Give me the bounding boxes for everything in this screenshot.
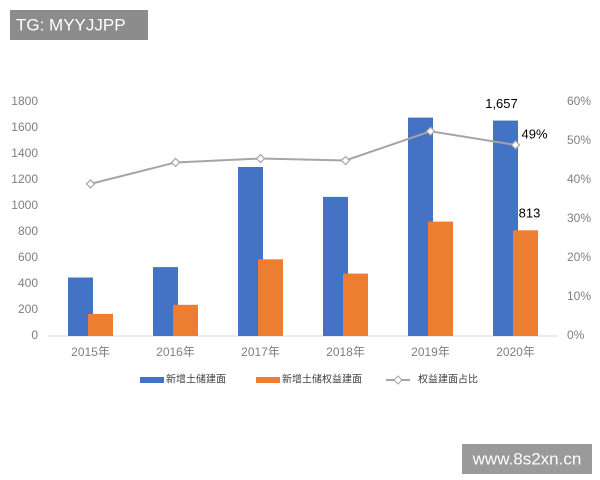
y-tick-label: 1400 bbox=[11, 146, 38, 160]
data-label: 1,657 bbox=[485, 96, 518, 111]
y2-tick-label: 60% bbox=[567, 94, 591, 108]
line bbox=[90, 130, 516, 185]
data-label: 49% bbox=[522, 126, 548, 141]
x-tick-label: 2018年 bbox=[326, 345, 365, 359]
x-tick-label: 2015年 bbox=[71, 345, 110, 359]
legend-label: 新增土储建面 bbox=[166, 373, 226, 386]
marker bbox=[425, 126, 436, 137]
y2-tick-label: 40% bbox=[567, 172, 591, 186]
y-tick-label: 1800 bbox=[11, 94, 38, 108]
legend-marker bbox=[393, 375, 403, 385]
marker bbox=[85, 179, 96, 189]
y-tick-label: 0 bbox=[31, 328, 38, 342]
bar bbox=[173, 304, 198, 336]
x-tick-label: 2020年 bbox=[496, 345, 535, 359]
y2-tick-label: 10% bbox=[567, 289, 591, 303]
bar bbox=[88, 313, 113, 336]
bar bbox=[513, 230, 538, 336]
y2-tick-label: 20% bbox=[567, 250, 591, 264]
marker bbox=[510, 140, 521, 150]
y-tick-label: 200 bbox=[18, 302, 38, 316]
y-tick-label: 600 bbox=[18, 250, 38, 264]
legend-swatch bbox=[256, 377, 280, 383]
y-tick-label: 1000 bbox=[11, 198, 38, 212]
x-tick-label: 2019年 bbox=[411, 345, 450, 359]
data-label: 813 bbox=[519, 206, 541, 221]
watermark-box bbox=[462, 444, 592, 474]
marker bbox=[170, 157, 181, 168]
y-tick-label: 400 bbox=[18, 276, 38, 290]
bar bbox=[428, 221, 453, 336]
bar bbox=[343, 273, 368, 336]
y-tick-label: 1200 bbox=[11, 172, 38, 186]
legend-label: 权益建面占比 bbox=[418, 373, 478, 386]
x-tick-label: 2016年 bbox=[156, 345, 195, 359]
x-tick-label: 2017年 bbox=[241, 345, 280, 359]
marker bbox=[255, 153, 266, 164]
watermark-box bbox=[10, 10, 148, 40]
marker bbox=[340, 155, 351, 166]
y-tick-label: 1600 bbox=[11, 120, 38, 134]
y2-tick-label: 0% bbox=[567, 328, 585, 342]
legend-swatch bbox=[140, 377, 164, 383]
bar bbox=[258, 259, 283, 336]
watermark: www.8s2xn.cn bbox=[472, 449, 582, 468]
watermark: TG: MYYJJPP bbox=[16, 15, 126, 34]
y2-tick-label: 50% bbox=[567, 133, 591, 147]
legend-label: 新增土储权益建面 bbox=[282, 373, 362, 386]
y2-tick-label: 30% bbox=[567, 211, 591, 225]
y-tick-label: 800 bbox=[18, 224, 38, 238]
